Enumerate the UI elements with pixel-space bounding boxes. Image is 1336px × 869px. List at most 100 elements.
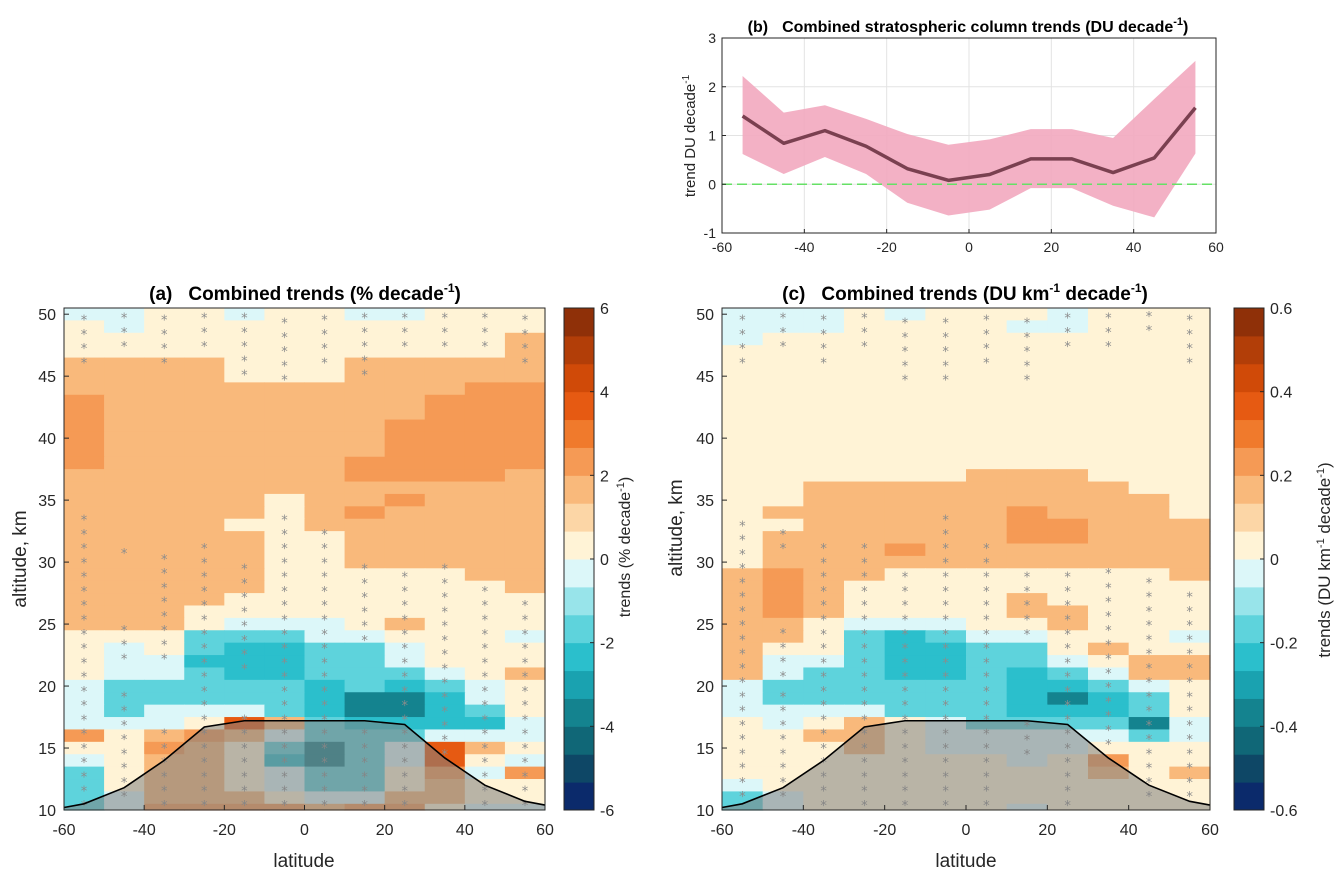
panel-a-cell bbox=[64, 419, 105, 433]
panel-c-cell bbox=[966, 667, 1008, 681]
panel-a-cell bbox=[304, 493, 346, 507]
panel-c-significance-marker: * bbox=[1024, 345, 1031, 360]
panel-a-significance-marker: * bbox=[281, 599, 288, 614]
panel-c-significance-marker: * bbox=[780, 627, 787, 642]
panel-a-colorbar: 6 4 2 0 -2 -4 -6 bbox=[563, 301, 614, 820]
panel-c-cell bbox=[844, 345, 886, 470]
panel-c-significance-marker: * bbox=[861, 656, 868, 671]
panel-a-significance-marker: * bbox=[281, 585, 288, 600]
panel-a-significance-marker: * bbox=[81, 613, 88, 628]
panel-a-cell bbox=[224, 692, 266, 706]
panel-c-cell bbox=[722, 555, 764, 569]
panel-a-title-end: ) bbox=[455, 284, 461, 305]
panel-a-cell bbox=[224, 531, 266, 569]
panel-a-cell bbox=[264, 518, 306, 532]
panel-c-significance-marker: * bbox=[1105, 326, 1112, 341]
panel-c-cell bbox=[722, 580, 764, 594]
panel-a-significance-marker: * bbox=[522, 685, 529, 700]
panel-a-cell bbox=[64, 729, 105, 743]
panel-a-cell bbox=[504, 593, 546, 607]
panel-a-cell bbox=[304, 679, 346, 693]
panel-c-cell bbox=[925, 630, 967, 644]
panel-a-significance-marker: * bbox=[81, 585, 88, 600]
panel-b-ytick-label: -1 bbox=[704, 225, 717, 241]
panel-c-cell bbox=[1088, 605, 1130, 619]
panel-c-cell bbox=[762, 580, 804, 594]
panel-c-significance-marker: * bbox=[739, 676, 746, 691]
panel-a-ytick-label: 25 bbox=[38, 617, 56, 634]
panel-a-cell bbox=[504, 308, 546, 321]
panel-a-significance-marker: * bbox=[361, 563, 368, 578]
panel-c-cell bbox=[925, 320, 967, 334]
panel-b-ytick-label: 2 bbox=[708, 79, 716, 95]
panel-c-cell bbox=[884, 555, 926, 569]
panel-c-cell bbox=[1169, 506, 1211, 520]
panel-a-cell bbox=[104, 704, 145, 718]
panel-a-colorbar-swatch bbox=[564, 335, 594, 365]
panel-a-cell bbox=[464, 469, 506, 483]
panel-a-title: (a) Combined trends (% decade-1) bbox=[149, 281, 461, 305]
panel-a-cell bbox=[344, 308, 386, 321]
panel-c-cell bbox=[966, 493, 1008, 507]
panel-c-significance-marker: * bbox=[739, 705, 746, 720]
panel-c-title-text: Combined trends (DU km bbox=[821, 284, 1049, 305]
panel-a-cell bbox=[144, 493, 185, 507]
panel-c-cell bbox=[1128, 320, 1170, 334]
panel-c-cell bbox=[722, 531, 764, 545]
panel-c-colorbar-swatch bbox=[1234, 614, 1264, 644]
panel-a-cell bbox=[384, 382, 426, 396]
panel-c-cell bbox=[1006, 506, 1048, 520]
panel-c-cell bbox=[1006, 580, 1048, 594]
panel-a-cell bbox=[424, 518, 466, 532]
panel-c-significance-marker: * bbox=[983, 542, 990, 557]
panel-a-cell bbox=[64, 667, 105, 681]
panel-a-cell bbox=[224, 518, 266, 532]
panel-a-cell bbox=[304, 531, 346, 569]
panel-c-cell bbox=[803, 493, 845, 507]
panel-c-cell bbox=[722, 332, 764, 346]
panel-c-cell bbox=[884, 617, 926, 631]
panel-a-significance-marker: * bbox=[522, 742, 529, 757]
panel-a-cell bbox=[344, 506, 386, 520]
panel-c-cell bbox=[844, 692, 886, 706]
panel-a-significance-marker: * bbox=[321, 685, 328, 700]
panel-a-significance-marker: * bbox=[401, 340, 408, 355]
panel-c-significance-marker: * bbox=[780, 340, 787, 355]
panel-a-significance-marker: * bbox=[482, 742, 489, 757]
panel-c-cell bbox=[1169, 766, 1211, 780]
panel-c-cell bbox=[1169, 779, 1211, 793]
panel-a-cell bbox=[384, 506, 426, 520]
panel-c-cell bbox=[884, 692, 926, 706]
panel-a-significance-marker: * bbox=[482, 326, 489, 341]
panel-a-ytick-label: 30 bbox=[38, 555, 56, 572]
panel-a-cell bbox=[504, 506, 546, 520]
panel-a-ylabel: altitude, km bbox=[10, 510, 31, 607]
panel-c-significance-marker: * bbox=[861, 671, 868, 686]
panel-c-significance-marker: * bbox=[820, 628, 827, 643]
panel-a-cell bbox=[144, 518, 185, 532]
panel-a-cell bbox=[64, 456, 105, 470]
panel-c-cell bbox=[803, 630, 845, 644]
panel-c-significance-marker: * bbox=[902, 628, 909, 643]
panel-c-significance-marker: * bbox=[1146, 576, 1153, 591]
panel-a-cell bbox=[344, 431, 386, 458]
panel-a-cell bbox=[64, 679, 105, 693]
panel-c-significance-marker: * bbox=[780, 705, 787, 720]
panel-a-cell bbox=[464, 754, 506, 768]
panel-c-significance-marker: * bbox=[1064, 312, 1071, 327]
panel-a-cell bbox=[264, 692, 306, 706]
panel-a-significance-marker: * bbox=[281, 345, 288, 360]
panel-c-cell bbox=[1006, 320, 1048, 334]
panel-c-colorbar-swatch bbox=[1234, 503, 1264, 532]
panel-a-significance-marker: * bbox=[201, 556, 208, 571]
panel-c-significance-marker: * bbox=[1105, 624, 1112, 639]
panel-b-series-line bbox=[741, 106, 1197, 183]
panel-c-significance-marker: * bbox=[942, 671, 949, 686]
panel-c-cell bbox=[803, 308, 845, 321]
panel-c-cell bbox=[1088, 506, 1130, 520]
panel-a-significance-marker: * bbox=[281, 514, 288, 529]
panel-c-significance-marker: * bbox=[983, 599, 990, 614]
panel-a-cell bbox=[144, 605, 185, 619]
panel-c-cell bbox=[722, 308, 764, 321]
panel-a-cell bbox=[104, 642, 145, 656]
